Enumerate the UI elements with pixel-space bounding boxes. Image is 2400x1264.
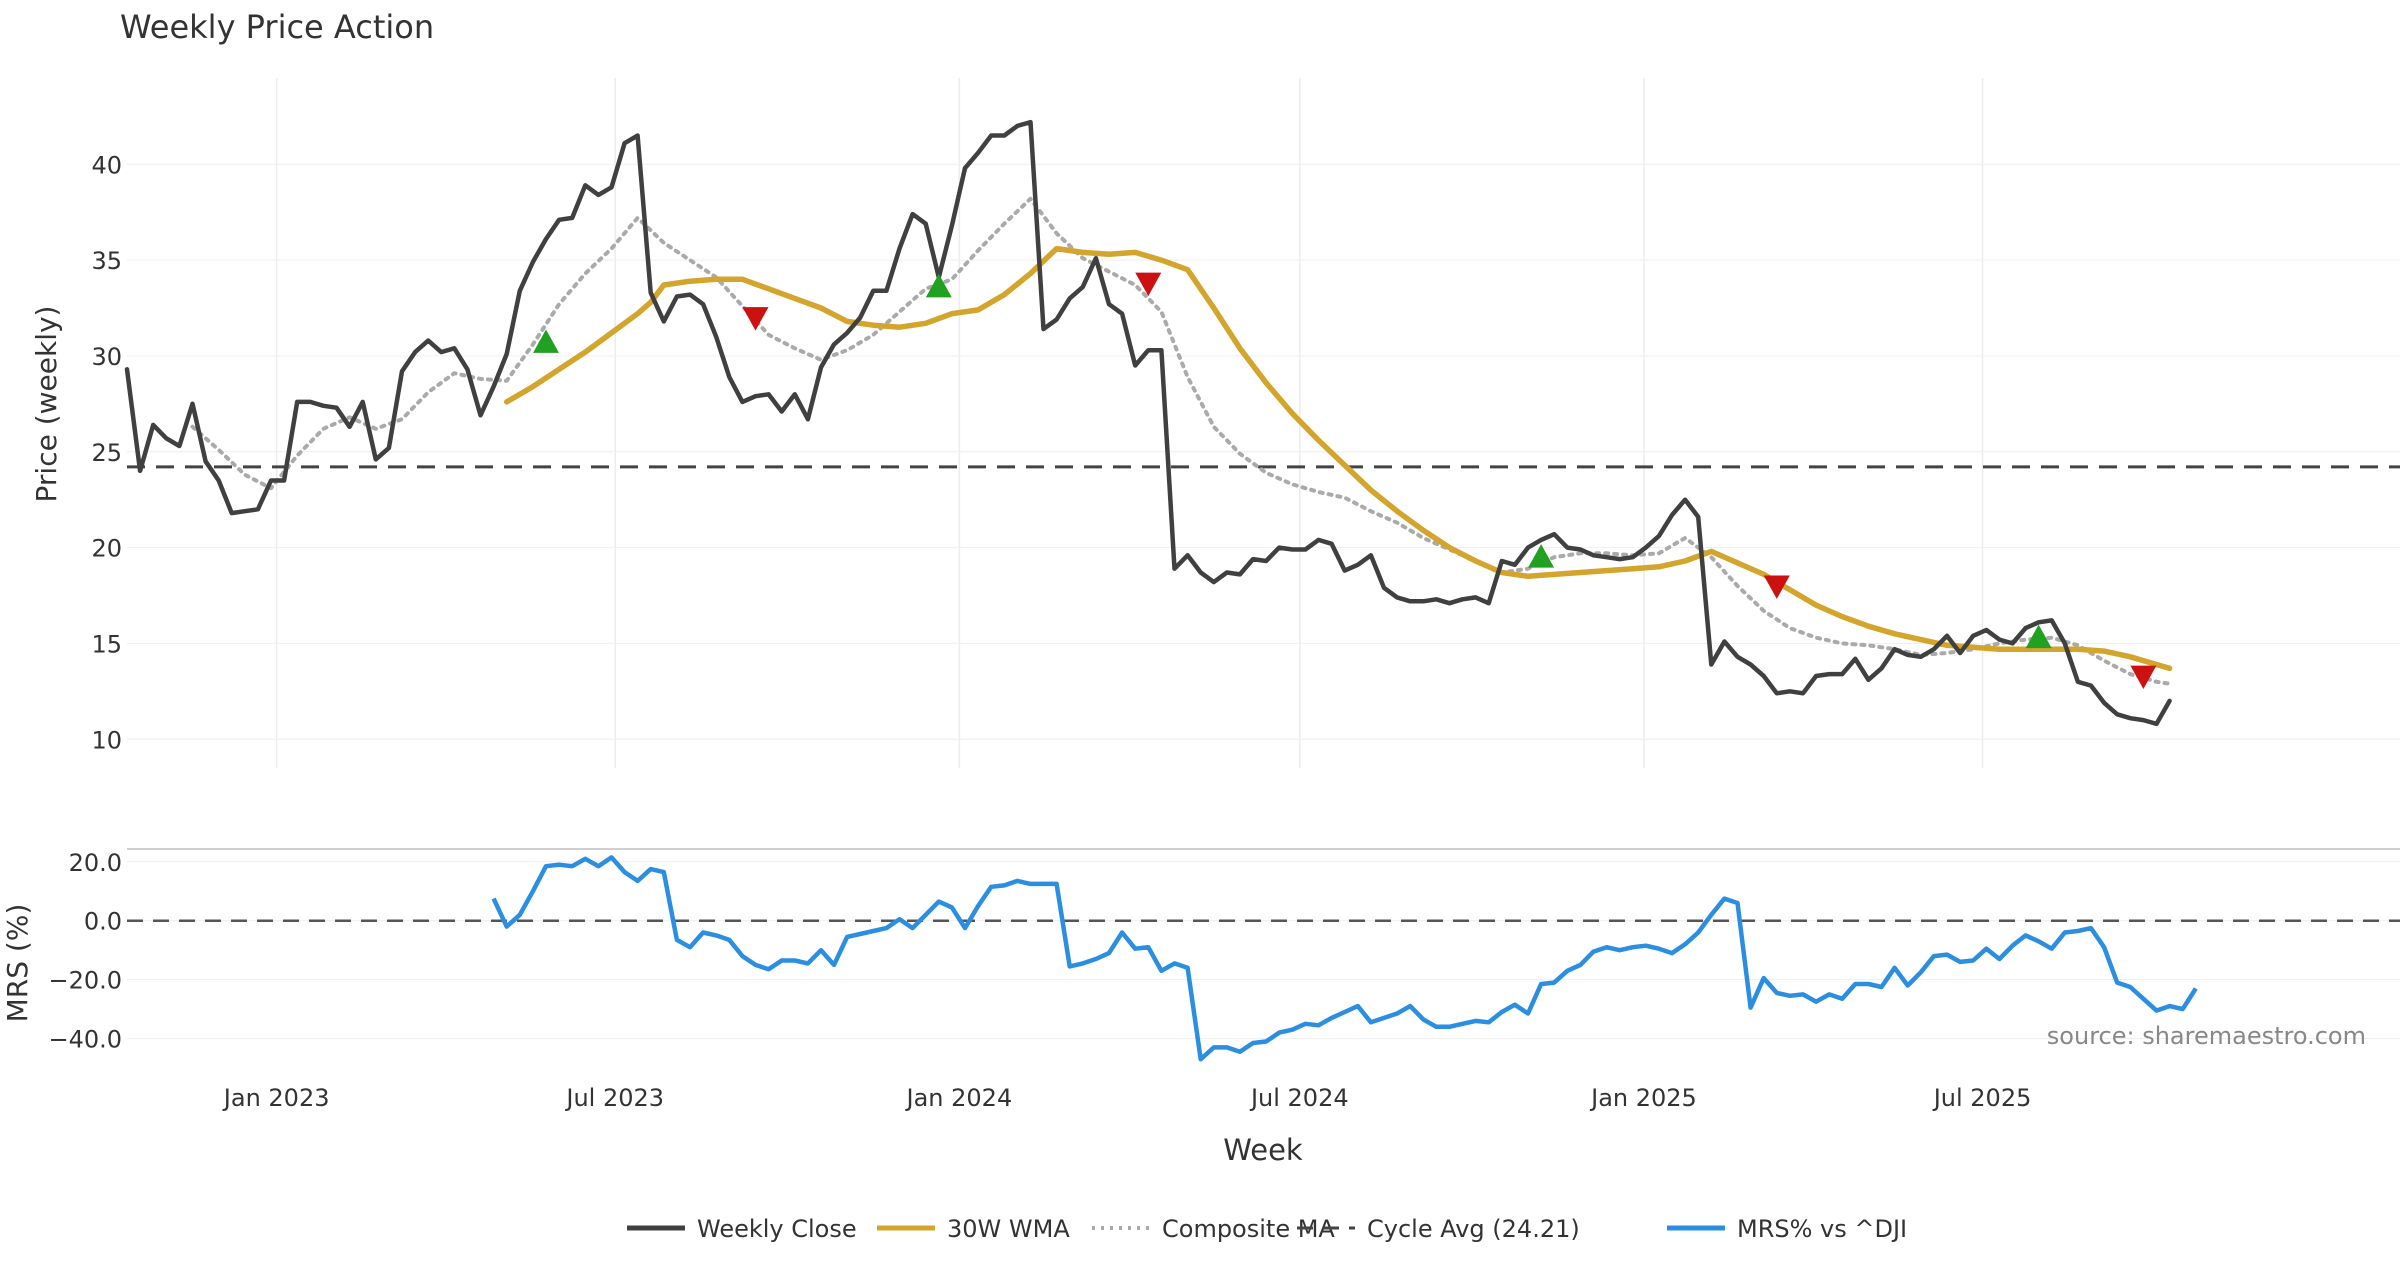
x-tick-label: Jan 2024 [905,1084,1013,1112]
grid-layer [127,78,2400,1040]
price-y-tick-label: 40 [91,151,122,179]
sell-signal-marker [1763,575,1790,599]
price-y-tick-label: 30 [91,343,122,371]
buy-signal-marker [925,273,952,298]
x-tick-label: Jul 2024 [1249,1084,1349,1112]
weekly-close-line [124,119,2172,727]
series-layer [124,119,2400,1062]
x-tick-label: Jul 2023 [564,1084,664,1112]
sell-signal-marker [742,307,769,331]
price-y-tick-label: 20 [91,535,122,563]
buy-signal-marker [532,329,559,353]
price-y-axis-label: Price (weekly) [30,306,63,503]
legend: Weekly Close 30W WMA Composite MA Cycle Avg… [627,1215,1907,1243]
price-y-tick-label: 25 [91,439,122,467]
price-y-tick-label: 35 [91,247,122,275]
axis-layer: Jan 2023 Jul 2023 Jan 2024 Jul 2024 Jan 2025… [48,151,2031,1112]
mrs-line [491,855,2198,1062]
price-y-tick-label: 10 [91,726,122,754]
legend-label: Cycle Avg (24.21) [1367,1215,1580,1243]
source-note: source: sharemaestro.com [2047,1022,2366,1050]
legend-label: Weekly Close [697,1215,857,1243]
price-y-tick-label: 15 [91,630,122,658]
marker-layer [532,272,2157,689]
buy-signal-marker [2025,624,2052,649]
chart-title: Weekly Price Action [120,8,434,46]
x-tick-label: Jul 2025 [1932,1084,2032,1112]
legend-label: 30W WMA [947,1215,1070,1243]
x-tick-label: Jan 2023 [222,1084,330,1112]
mrs-y-tick-label: −40.0 [48,1026,122,1054]
mrs-y-tick-label: 20.0 [69,849,122,877]
sell-signal-marker [2130,665,2157,689]
x-axis-label: Week [1223,1133,1303,1167]
buy-signal-marker [1528,544,1555,568]
mrs-y-axis-label: MRS (%) [1,904,34,1023]
sell-signal-marker [1135,272,1162,297]
composite-ma-line [190,196,2172,686]
x-tick-label: Jan 2025 [1589,1084,1697,1112]
legend-label: MRS% vs ^DJI [1737,1215,1907,1243]
mrs-y-tick-label: −20.0 [48,967,122,995]
mrs-y-tick-label: 0.0 [84,908,122,936]
wma-30w-line [503,245,2173,672]
